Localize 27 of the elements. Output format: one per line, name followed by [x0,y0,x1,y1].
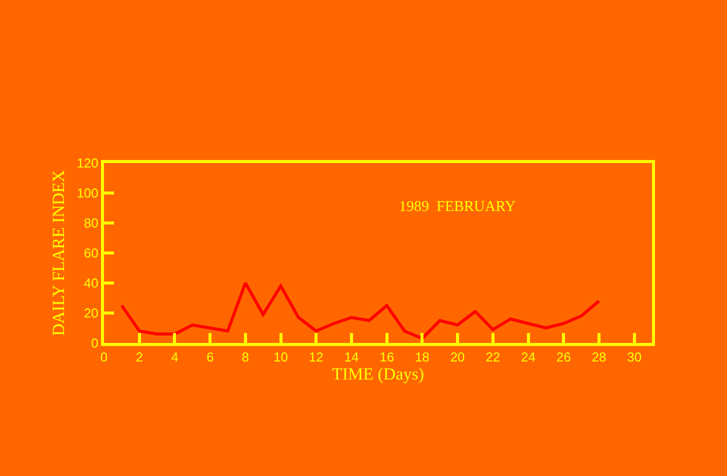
x-tick-label: 18 [414,350,430,365]
annotation: 1989 FEBRUARY [399,199,516,215]
x-tick-label: 16 [380,350,394,365]
y-axis-title: DAILY FLARE INDEX [49,170,68,336]
y-tick-label: 20 [84,306,98,321]
x-tick-label: 26 [556,350,571,365]
x-tick-label: 10 [274,350,288,365]
x-tick-label: 0 [100,350,108,365]
x-tick-label: 8 [242,350,250,365]
y-tick-label: 40 [84,276,98,291]
x-tick-label: 2 [136,350,143,365]
y-tick-label: 100 [76,186,98,201]
y-tick-label: 120 [76,156,98,171]
x-tick-label: 30 [627,350,642,365]
y-tick-label: 60 [84,246,98,261]
x-axis-title: TIME (Days) [332,364,424,384]
y-tick-label: 0 [91,336,98,351]
x-tick-label: 28 [592,350,606,365]
x-tick-label: 12 [308,350,324,365]
x-tick-label: 22 [486,350,500,365]
line-series [120,282,600,340]
x-tick-label: 6 [206,350,214,365]
x-tick-label: 24 [521,350,536,365]
x-tick-label: 20 [450,350,465,365]
x-tick-label: 14 [344,350,359,365]
x-tick-label: 4 [171,350,178,365]
y-tick-label: 80 [84,216,98,231]
